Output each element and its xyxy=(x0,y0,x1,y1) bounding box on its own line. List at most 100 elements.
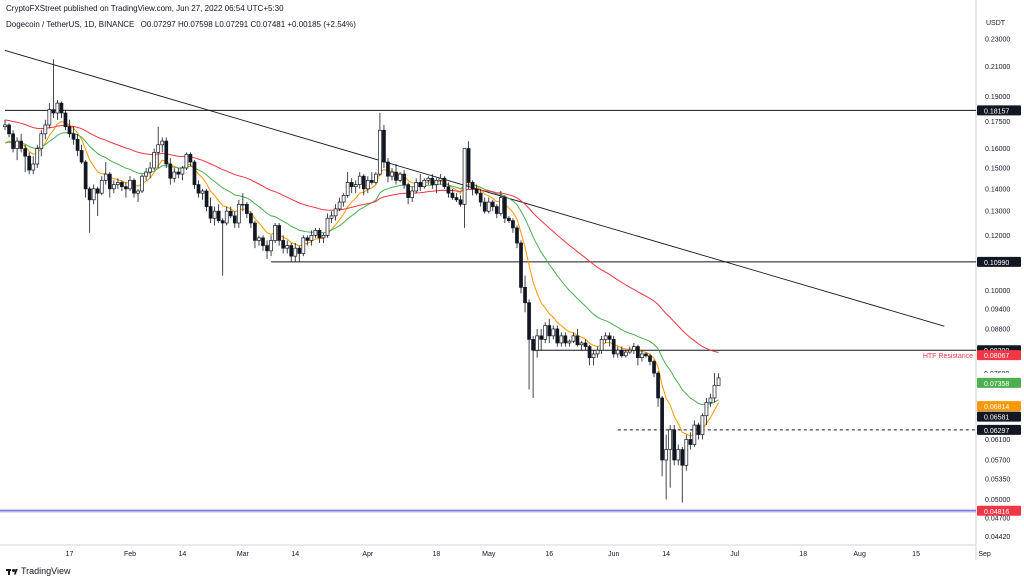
candle-body xyxy=(450,192,455,198)
candle-body xyxy=(438,177,443,181)
candle-body xyxy=(474,188,479,194)
candle-body xyxy=(103,173,108,181)
y-tick-label: 0.05000 xyxy=(985,497,1010,504)
published-by-text: CryptoFXStreet published on TradingView.… xyxy=(6,4,284,13)
candle-body xyxy=(672,429,677,461)
candle-body xyxy=(680,449,685,466)
x-tick-label: 18 xyxy=(799,551,807,558)
candle-body xyxy=(470,182,475,190)
candle-body xyxy=(648,355,652,362)
candle-body xyxy=(160,140,165,146)
candle-body xyxy=(59,102,64,114)
candle xyxy=(132,178,136,198)
candle xyxy=(398,172,402,183)
candle xyxy=(148,162,152,179)
y-tick-label: 0.05700 xyxy=(985,457,1010,464)
candle-body xyxy=(515,227,519,244)
y-tick-label: 0.08800 xyxy=(985,326,1010,333)
candle xyxy=(91,184,96,205)
candle-body xyxy=(220,220,225,224)
price-tag-text: 0.04816 xyxy=(984,509,1009,516)
symbol-ohlc-legend[interactable]: Dogecoin / TetherUS, 1D, BINANCE O0.0729… xyxy=(6,20,356,29)
candle xyxy=(75,133,80,157)
candle xyxy=(35,144,40,169)
price-tag-background xyxy=(977,350,1021,361)
candle xyxy=(442,176,447,189)
candle xyxy=(47,103,52,129)
candle xyxy=(644,352,648,358)
candle xyxy=(539,328,544,351)
candle-body xyxy=(11,133,15,149)
candle-body xyxy=(579,342,584,346)
price-axis-tag: 0.08067 xyxy=(977,350,1021,361)
candle xyxy=(305,235,310,246)
candle-body xyxy=(410,190,415,198)
candle-body xyxy=(583,342,588,347)
candle xyxy=(249,211,253,228)
candle-body xyxy=(611,339,616,355)
candle xyxy=(87,186,92,233)
candle-body xyxy=(208,206,213,219)
candle xyxy=(15,137,19,161)
candle xyxy=(253,220,257,249)
candle-body xyxy=(309,234,314,241)
candle xyxy=(418,174,423,191)
candle-body xyxy=(490,201,495,207)
tradingview-branding[interactable]: TradingView xyxy=(6,566,71,576)
candle-body xyxy=(192,161,197,185)
candle-body xyxy=(692,424,697,445)
x-tick-label: Sep xyxy=(978,551,991,558)
candle xyxy=(107,172,112,198)
candle xyxy=(374,172,378,185)
candle-body xyxy=(390,171,394,177)
candle xyxy=(652,359,656,378)
candle xyxy=(192,160,197,189)
candle xyxy=(547,318,552,343)
candle xyxy=(486,197,491,214)
candle xyxy=(712,373,717,403)
candle-body xyxy=(406,184,410,198)
candle xyxy=(325,213,330,238)
candle-body xyxy=(240,203,245,206)
candle xyxy=(390,168,394,181)
candle-body xyxy=(23,148,28,157)
candle xyxy=(615,346,620,358)
candle-body xyxy=(120,182,124,188)
candle-body xyxy=(503,197,507,219)
candle xyxy=(394,164,398,185)
candle-body xyxy=(547,325,552,337)
candle-body xyxy=(345,182,350,196)
candle xyxy=(664,434,668,500)
candle xyxy=(361,174,366,196)
candle xyxy=(369,172,374,185)
candle xyxy=(474,184,479,196)
candle xyxy=(357,172,362,189)
candle xyxy=(636,344,640,366)
price-axis-tag: 0.06581 xyxy=(977,411,1021,422)
price-tag-text: 0.06581 xyxy=(984,415,1009,422)
candle-body xyxy=(200,190,205,194)
price-tag-background xyxy=(977,401,1021,412)
candle xyxy=(333,204,338,221)
x-tick-label: Aug xyxy=(853,551,866,558)
candle xyxy=(470,180,475,196)
candle-body xyxy=(216,210,221,221)
price-tag-background xyxy=(977,105,1021,116)
candle-body xyxy=(39,133,44,149)
price-tag-text: 0.06814 xyxy=(984,404,1009,411)
x-tick-label: Jul xyxy=(730,551,739,558)
candle xyxy=(7,123,11,138)
candle xyxy=(676,444,681,466)
candle xyxy=(240,193,245,212)
candle-body xyxy=(87,188,92,201)
candle xyxy=(79,144,84,165)
candle-body xyxy=(301,237,306,254)
candle-body xyxy=(27,155,32,171)
candle xyxy=(656,371,660,407)
candle-body xyxy=(704,401,709,417)
y-tick-label: 0.16000 xyxy=(985,146,1010,153)
candle-body xyxy=(365,179,370,190)
candle xyxy=(684,434,689,471)
candle-body xyxy=(543,325,548,340)
